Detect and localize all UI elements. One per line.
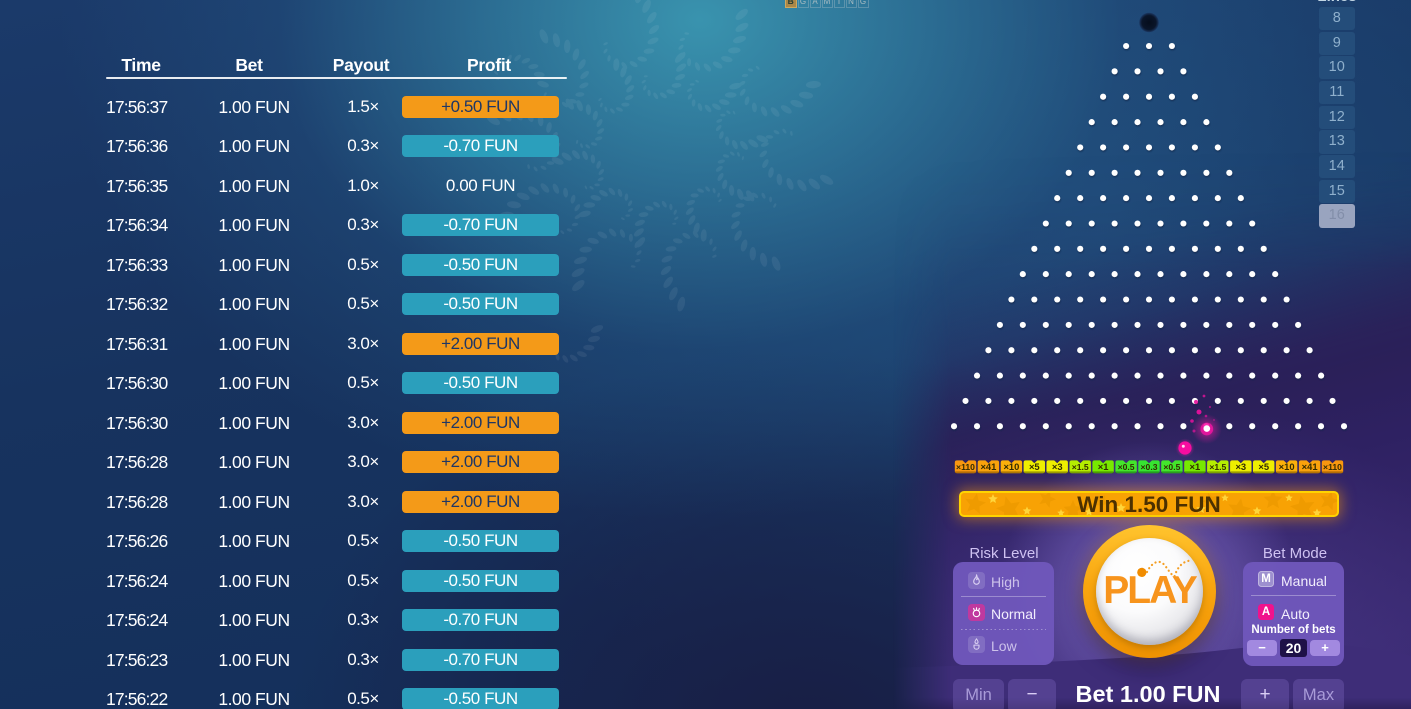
svg-text:×3: ×3 (1052, 461, 1063, 472)
svg-text:×110: ×110 (1323, 462, 1342, 472)
svg-text:×0.3: ×0.3 (1141, 462, 1158, 472)
svg-text:×3: ×3 (1235, 461, 1246, 472)
svg-text:×1: ×1 (1190, 461, 1201, 472)
svg-text:×0.5: ×0.5 (1163, 462, 1180, 472)
svg-text:×1: ×1 (1098, 461, 1109, 472)
svg-text:×0.5: ×0.5 (1118, 462, 1135, 472)
svg-text:×1.5: ×1.5 (1072, 462, 1089, 472)
svg-text:×10: ×10 (1003, 461, 1019, 472)
svg-text:×110: ×110 (956, 462, 975, 472)
svg-text:×1.5: ×1.5 (1209, 462, 1226, 472)
svg-text:×41: ×41 (980, 461, 996, 472)
svg-text:×5: ×5 (1029, 461, 1040, 472)
svg-text:×41: ×41 (1302, 461, 1318, 472)
svg-text:×5: ×5 (1258, 461, 1269, 472)
svg-text:×10: ×10 (1279, 461, 1295, 472)
